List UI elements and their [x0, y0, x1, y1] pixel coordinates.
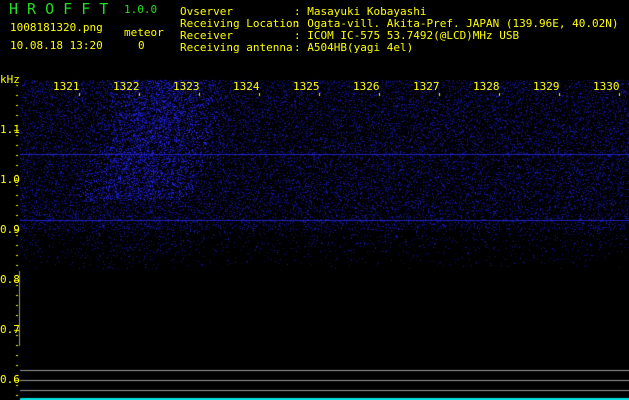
info-location-value: : Ogata-vill. Akita-Pref. JAPAN (139.96E…	[294, 17, 619, 30]
info-antenna-label: Receiving antenna	[180, 41, 293, 54]
y-tick-label: 0.8	[0, 273, 20, 286]
x-tick-label: 1324	[233, 80, 260, 93]
info-observer-value: : Masayuki Kobayashi	[294, 5, 427, 18]
meteor-count: 0	[138, 39, 145, 52]
y-tick-label: 0.7	[0, 323, 20, 336]
info-location-label: Receiving Location	[180, 17, 300, 30]
info-antenna-value: : A504HB(yagi 4el)	[294, 41, 414, 54]
y-tick-label: 1.1	[0, 123, 20, 136]
x-tick-label: 1321	[53, 80, 80, 93]
y-tick-label: 0.9	[0, 223, 20, 236]
info-receiver-value: : ICOM IC-575 53.7492(@LCD)MHz USB	[294, 29, 520, 42]
x-tick-label: 1330	[593, 80, 620, 93]
y-tick-label: 1.0	[0, 173, 20, 186]
info-observer-label: Ovserver	[180, 5, 233, 18]
y-tick-label: 0.6	[0, 373, 20, 386]
x-tick-label: 1329	[533, 80, 560, 93]
x-tick-label: 1323	[173, 80, 200, 93]
y-unit-label: kHz	[0, 73, 20, 86]
info-receiver-label: Receiver	[180, 29, 233, 42]
x-tick-label: 1322	[113, 80, 140, 93]
x-tick-label: 1325	[293, 80, 320, 93]
file-name: 1008181320.png	[10, 21, 103, 34]
x-tick-label: 1327	[413, 80, 440, 93]
meteor-label: meteor	[124, 26, 164, 39]
x-tick-label: 1326	[353, 80, 380, 93]
file-datetime: 10.08.18 13:20	[10, 39, 103, 52]
app-title: H R O F F T	[9, 0, 109, 18]
x-tick-label: 1328	[473, 80, 500, 93]
app-version: 1.0.0	[124, 3, 158, 16]
